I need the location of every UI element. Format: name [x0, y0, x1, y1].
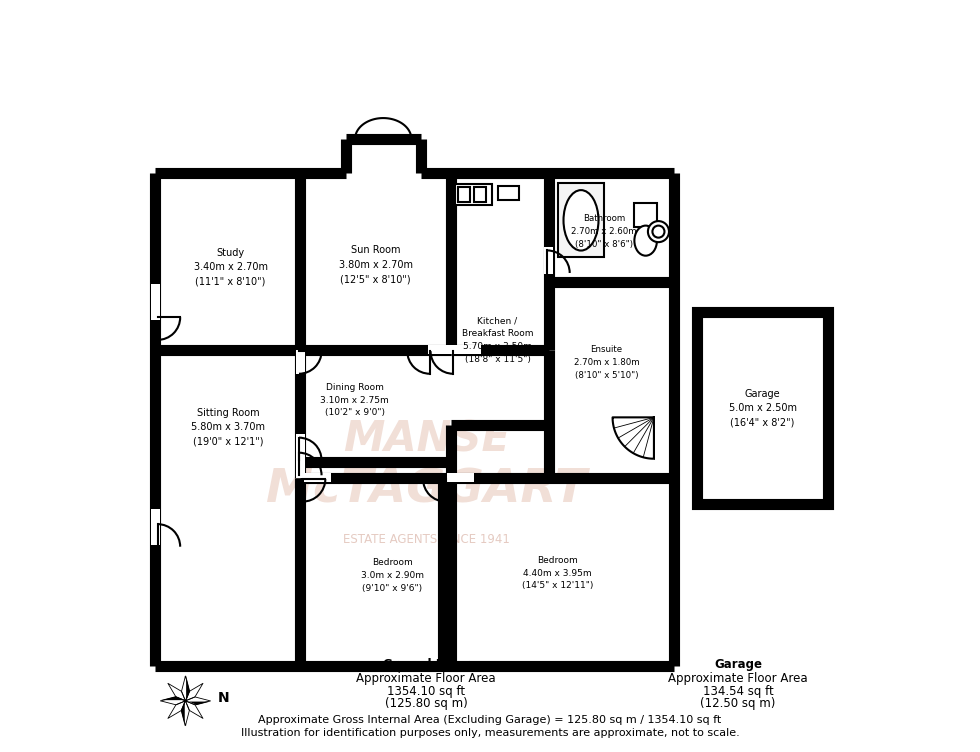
- Text: Garage
5.0m x 2.50m
(16'4" x 8'2"): Garage 5.0m x 2.50m (16'4" x 8'2"): [728, 389, 797, 427]
- Bar: [151, 509, 160, 545]
- Polygon shape: [185, 697, 211, 701]
- Polygon shape: [168, 701, 185, 718]
- Text: Ground Floor: Ground Floor: [383, 658, 469, 672]
- Text: 1354.10 sq ft: 1354.10 sq ft: [387, 684, 466, 698]
- Bar: [304, 473, 331, 482]
- Text: MANSE: MANSE: [343, 419, 510, 461]
- Text: McTAGGART: McTAGGART: [266, 468, 586, 513]
- Bar: [296, 350, 305, 374]
- Bar: [459, 187, 470, 202]
- Text: Kitchen /
Breakfast Room
5.70m x 3.50m
(18'8" x 11'5"): Kitchen / Breakfast Room 5.70m x 3.50m (…: [462, 316, 533, 364]
- Text: Study
3.40m x 2.70m
(11'1" x 8'10"): Study 3.40m x 2.70m (11'1" x 8'10"): [194, 247, 268, 287]
- Text: Garage: Garage: [714, 658, 762, 672]
- Polygon shape: [185, 701, 189, 726]
- Text: Approximate Floor Area: Approximate Floor Area: [357, 672, 496, 685]
- Bar: [296, 447, 305, 478]
- Polygon shape: [181, 701, 185, 726]
- Polygon shape: [161, 701, 185, 705]
- Text: Dining Room
3.10m x 2.75m
(10'2" x 9'0"): Dining Room 3.10m x 2.75m (10'2" x 9'0"): [320, 383, 389, 417]
- Text: Approximate Floor Area: Approximate Floor Area: [668, 672, 808, 685]
- Text: Bathroom
2.70m x 2.60m
(8'10" x 8'6"): Bathroom 2.70m x 2.60m (8'10" x 8'6"): [571, 214, 637, 249]
- Polygon shape: [185, 676, 189, 701]
- Polygon shape: [161, 697, 185, 701]
- Text: N: N: [218, 691, 229, 705]
- Text: (125.80 sq m): (125.80 sq m): [385, 697, 467, 711]
- Bar: [456, 184, 492, 205]
- Bar: [447, 473, 474, 482]
- Bar: [558, 183, 605, 257]
- Bar: [151, 284, 160, 320]
- Text: (12.50 sq m): (12.50 sq m): [701, 697, 776, 711]
- Text: ESTATE AGENTS SINCE 1941: ESTATE AGENTS SINCE 1941: [343, 532, 510, 546]
- Bar: [697, 312, 828, 504]
- Circle shape: [648, 221, 669, 242]
- Polygon shape: [168, 684, 185, 701]
- Bar: [296, 434, 305, 461]
- Text: Ensuite
2.70m x 1.80m
(8'10" x 5'10"): Ensuite 2.70m x 1.80m (8'10" x 5'10"): [573, 345, 639, 380]
- Polygon shape: [185, 701, 203, 718]
- Circle shape: [653, 226, 664, 238]
- Bar: [296, 445, 305, 474]
- Text: Bedroom
4.40m x 3.95m
(14'5" x 12'11"): Bedroom 4.40m x 3.95m (14'5" x 12'11"): [522, 556, 593, 590]
- Text: Sun Room
3.80m x 2.70m
(12'5" x 8'10"): Sun Room 3.80m x 2.70m (12'5" x 8'10"): [339, 245, 413, 284]
- Bar: [544, 247, 553, 274]
- Ellipse shape: [564, 190, 599, 250]
- Polygon shape: [185, 684, 203, 701]
- Polygon shape: [185, 701, 211, 705]
- Polygon shape: [181, 676, 185, 701]
- Bar: [498, 186, 518, 200]
- Bar: [474, 187, 486, 202]
- Text: 134.54 sq ft: 134.54 sq ft: [703, 684, 773, 698]
- Text: Illustration for identification purposes only, measurements are approximate, not: Illustration for identification purposes…: [241, 728, 739, 738]
- Bar: [428, 345, 459, 354]
- Text: Bedroom
3.0m x 2.90m
(9'10" x 9'6"): Bedroom 3.0m x 2.90m (9'10" x 9'6"): [361, 558, 423, 593]
- Bar: [453, 345, 481, 354]
- Ellipse shape: [634, 226, 657, 256]
- Text: Approximate Gross Internal Area (Excluding Garage) = 125.80 sq m / 1354.10 sq ft: Approximate Gross Internal Area (Excludi…: [259, 714, 721, 725]
- Bar: [634, 203, 657, 227]
- Text: Sitting Room
5.80m x 3.70m
(19'0" x 12'1"): Sitting Room 5.80m x 3.70m (19'0" x 12'1…: [191, 408, 266, 447]
